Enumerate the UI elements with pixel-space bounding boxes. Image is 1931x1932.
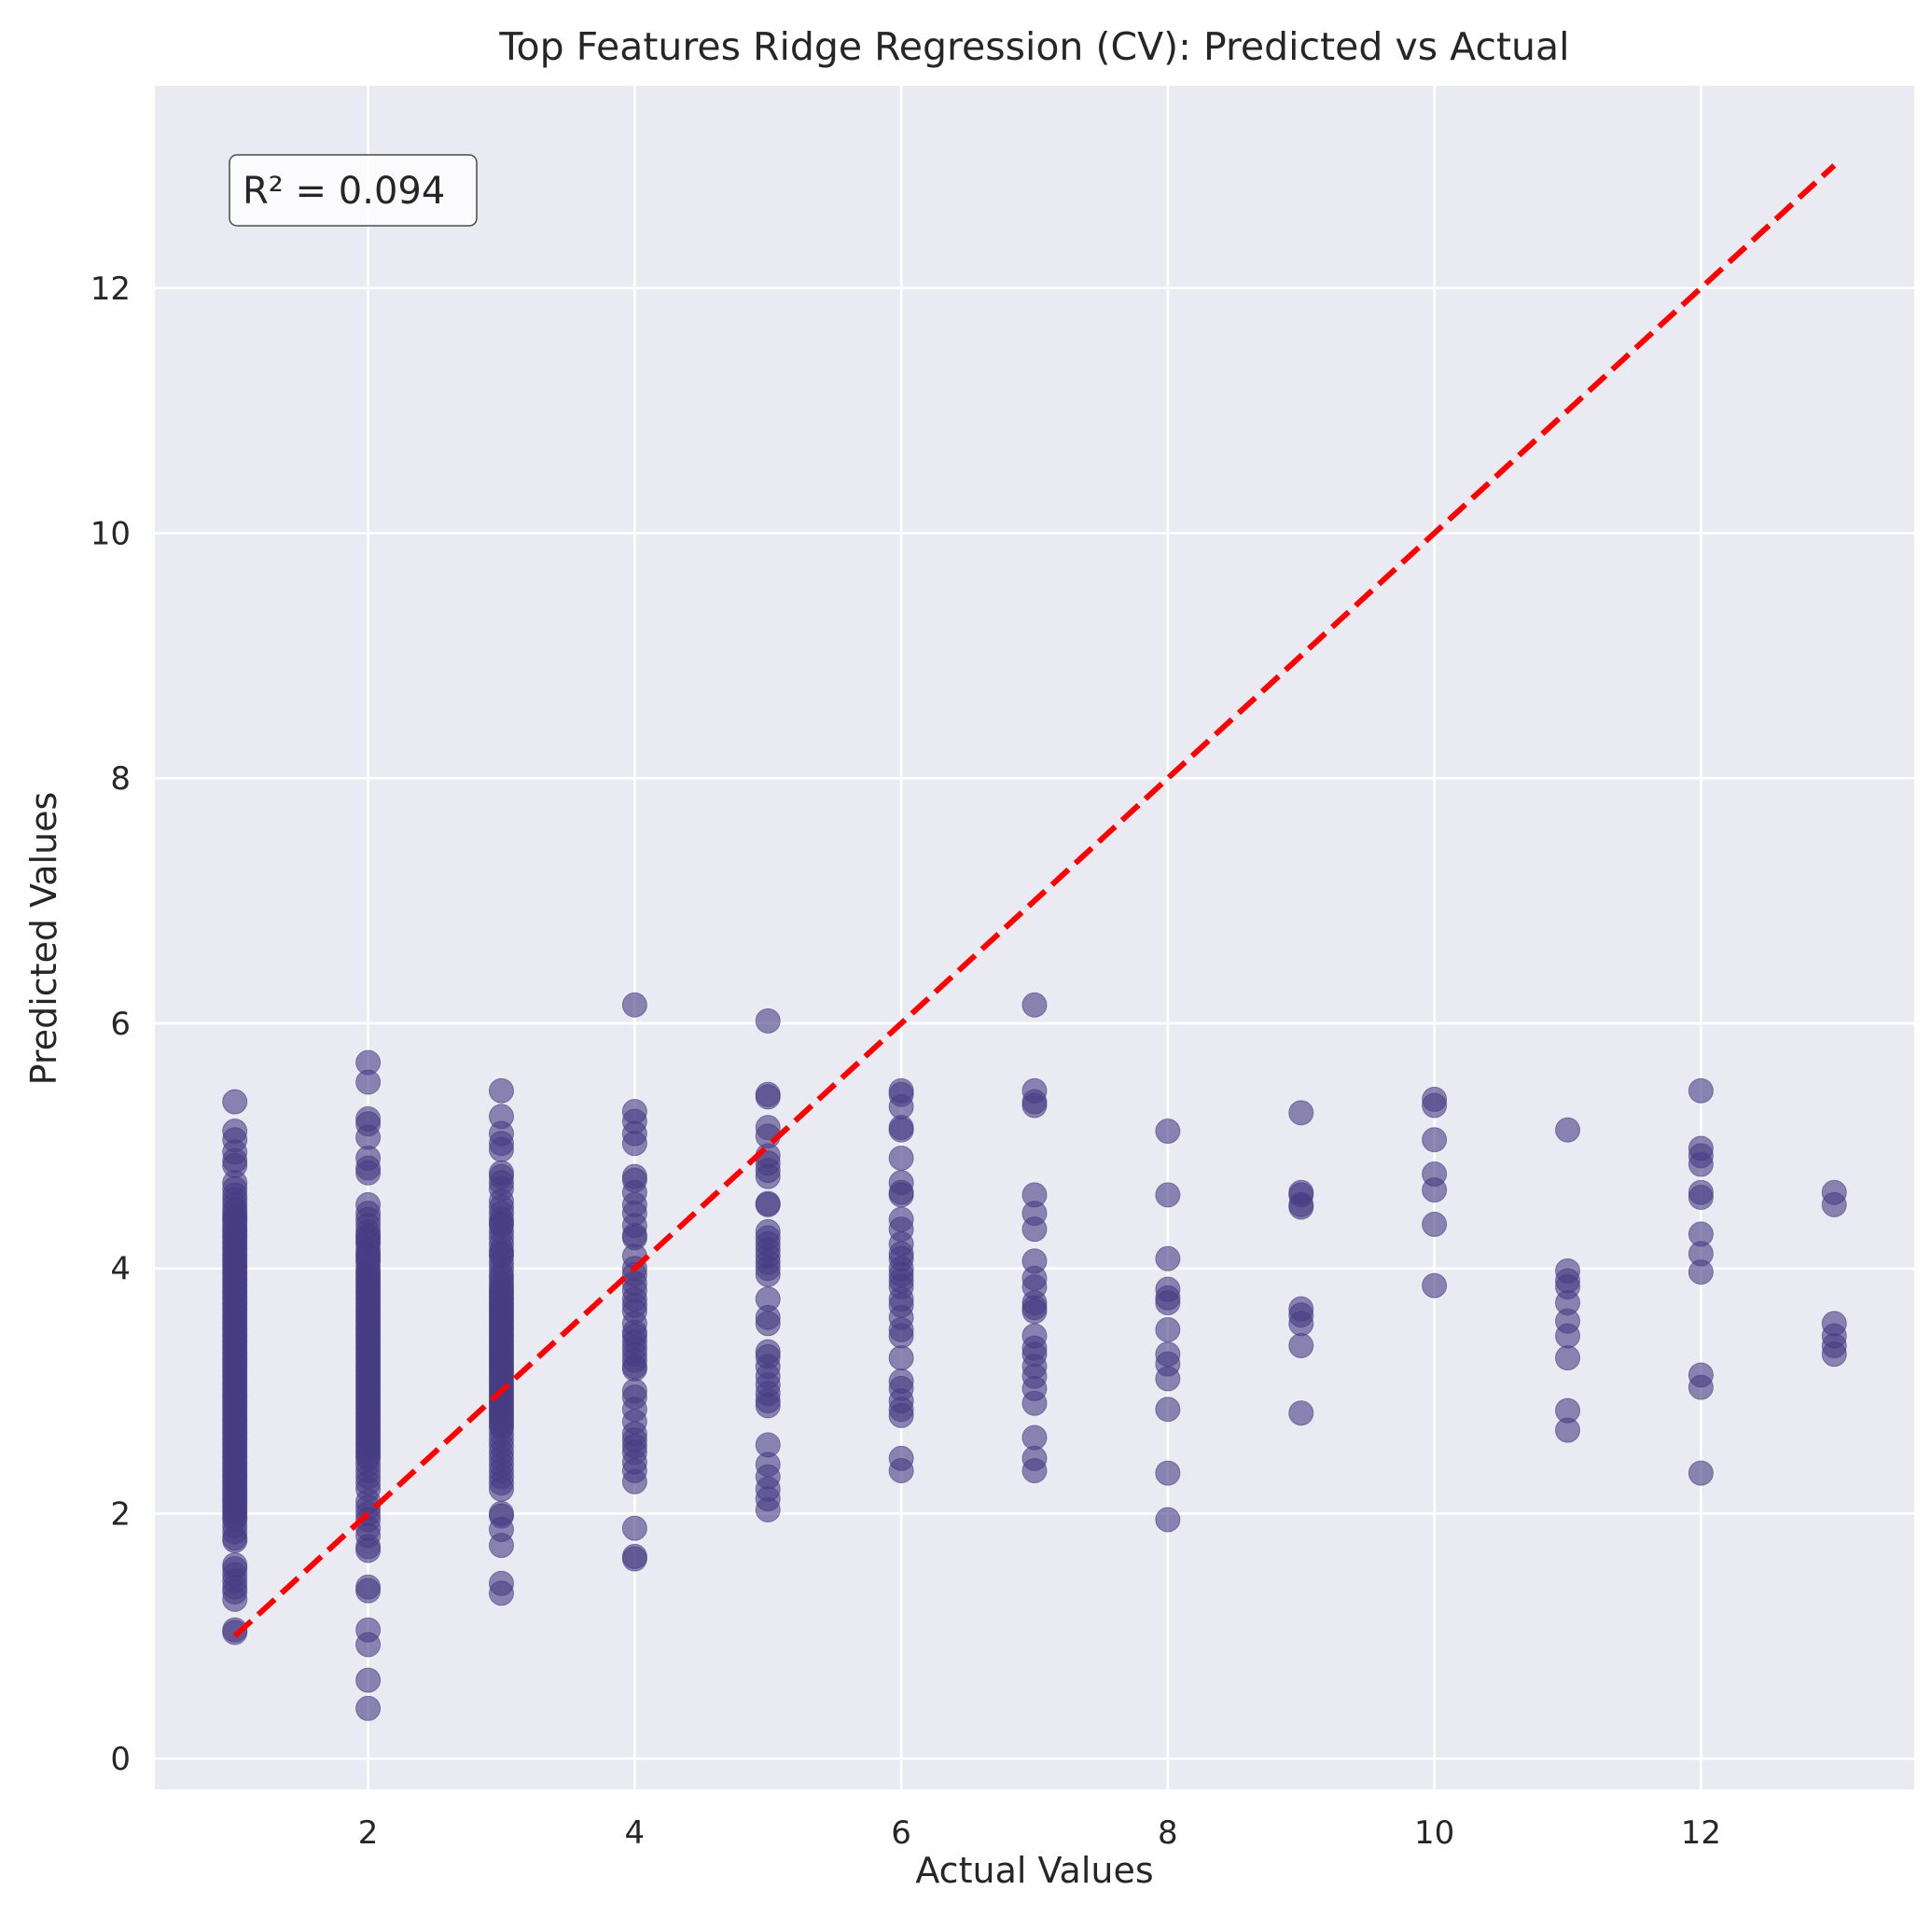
data-point xyxy=(1155,1507,1181,1533)
data-point xyxy=(755,1311,781,1337)
data-point xyxy=(621,992,647,1018)
y-tick-label: 10 xyxy=(90,515,131,552)
annotation-box xyxy=(229,154,478,227)
data-point xyxy=(1155,1289,1181,1315)
data-point xyxy=(755,1191,781,1217)
data-point xyxy=(355,1667,382,1693)
x-axis-label: Actual Values xyxy=(915,1850,1153,1891)
data-point xyxy=(1422,1272,1448,1299)
data-point xyxy=(488,1136,514,1162)
data-point xyxy=(355,1695,382,1721)
y-tick-label: 2 xyxy=(110,1495,131,1533)
data-point xyxy=(621,1468,647,1494)
data-point xyxy=(888,1345,914,1371)
data-point xyxy=(1821,1191,1847,1217)
y-tick-label: 0 xyxy=(110,1741,131,1778)
data-point xyxy=(888,1402,914,1428)
data-point xyxy=(755,1261,781,1287)
data-point xyxy=(755,1496,781,1522)
data-point xyxy=(1155,1397,1181,1423)
data-point xyxy=(1688,1151,1714,1177)
data-point xyxy=(888,1323,914,1349)
data-point xyxy=(355,1069,382,1095)
x-tick-label: 10 xyxy=(1414,1814,1454,1852)
data-point xyxy=(1422,1092,1448,1119)
data-point xyxy=(1021,1457,1048,1483)
x-tick-label: 6 xyxy=(891,1814,911,1852)
x-tick-label: 2 xyxy=(358,1814,379,1852)
data-point xyxy=(1021,992,1048,1018)
data-point xyxy=(222,1527,248,1553)
data-point xyxy=(1155,1245,1181,1272)
y-tick-label: 4 xyxy=(110,1251,131,1288)
data-point xyxy=(755,1008,781,1034)
data-point xyxy=(355,1632,382,1658)
data-point xyxy=(621,1546,647,1572)
data-point xyxy=(1422,1211,1448,1237)
data-point xyxy=(1555,1117,1581,1143)
data-point xyxy=(621,1355,647,1382)
data-point xyxy=(1288,1194,1314,1220)
x-tick-label: 8 xyxy=(1158,1814,1178,1852)
data-point xyxy=(1688,1460,1714,1486)
data-point xyxy=(222,1089,248,1115)
data-point xyxy=(355,1160,382,1186)
data-point xyxy=(755,1084,781,1110)
data-point xyxy=(1155,1460,1181,1486)
data-point xyxy=(355,1578,382,1604)
data-point xyxy=(1688,1184,1714,1210)
grid-lines xyxy=(155,86,1914,1789)
data-point xyxy=(1021,1390,1048,1416)
data-point xyxy=(888,1182,914,1208)
identity-reference-line xyxy=(232,163,1837,1638)
data-point xyxy=(1155,1119,1181,1145)
y-tick-label: 6 xyxy=(110,1006,131,1043)
data-point xyxy=(1422,1127,1448,1153)
tick-labels: 2 4 6 8 10 12 0 2 4 6 8 10 12 xyxy=(90,271,1721,1852)
y-tick-label: 8 xyxy=(110,760,131,798)
data-point xyxy=(1021,1216,1048,1243)
data-point xyxy=(621,1131,647,1157)
r-squared-annotation: R² = 0.094 xyxy=(229,154,478,227)
data-point xyxy=(222,1586,248,1612)
data-point xyxy=(1288,1400,1314,1426)
plot-area xyxy=(155,86,1914,1789)
r-squared-label: R² = 0.094 xyxy=(243,170,445,213)
data-point xyxy=(888,1145,914,1171)
data-point xyxy=(1555,1417,1581,1443)
x-tick-label: 12 xyxy=(1681,1814,1721,1852)
data-point xyxy=(1688,1077,1714,1104)
data-point xyxy=(888,1117,914,1143)
y-axis-label: Predicted Values xyxy=(23,792,64,1086)
data-point xyxy=(1155,1316,1181,1342)
data-points xyxy=(222,992,1847,1721)
data-point xyxy=(488,1077,514,1104)
data-point xyxy=(1688,1259,1714,1286)
data-point xyxy=(1422,1177,1448,1203)
data-point xyxy=(755,1163,781,1189)
data-point xyxy=(488,1476,514,1502)
data-point xyxy=(355,1537,382,1564)
y-tick-label: 12 xyxy=(90,271,131,308)
data-point xyxy=(488,1580,514,1606)
chart-title: Top Features Ridge Regression (CV): Pred… xyxy=(498,24,1569,69)
data-point xyxy=(621,1515,647,1541)
data-point xyxy=(1821,1341,1847,1368)
data-point xyxy=(1555,1345,1581,1371)
data-point xyxy=(1288,1311,1314,1337)
data-point xyxy=(1288,1332,1314,1358)
data-point xyxy=(488,1533,514,1559)
data-point xyxy=(1555,1323,1581,1349)
data-point xyxy=(1021,1299,1048,1325)
data-point xyxy=(755,1393,781,1419)
data-point xyxy=(1288,1100,1314,1126)
data-point xyxy=(1688,1374,1714,1400)
data-point xyxy=(1021,1092,1048,1119)
data-point xyxy=(1155,1366,1181,1392)
x-tick-label: 4 xyxy=(625,1814,646,1852)
data-point xyxy=(888,1457,914,1483)
data-point xyxy=(1155,1182,1181,1208)
